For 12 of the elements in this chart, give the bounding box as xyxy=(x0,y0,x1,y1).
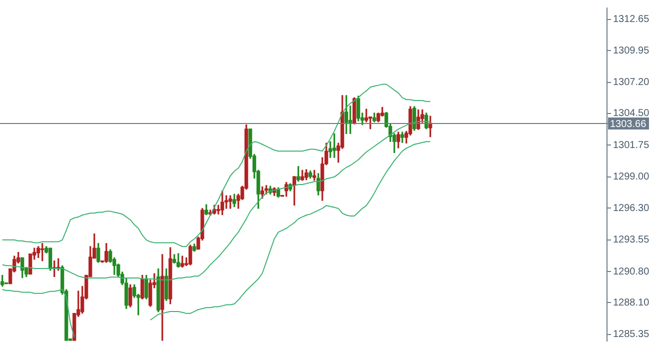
y-tick-label: 1288.10 xyxy=(613,297,650,308)
y-tick-label: 1290.80 xyxy=(613,266,650,278)
y-tick-label: 1285.35 xyxy=(613,329,650,340)
y-tick-label: 1312.65 xyxy=(613,14,650,26)
y-tick-label: 1296.30 xyxy=(613,202,650,214)
y-tick-label: 1304.50 xyxy=(613,108,650,120)
y-tick-label: 1299.00 xyxy=(613,172,650,183)
y-tick-label: 1293.55 xyxy=(613,234,650,246)
y-tick-label: 1309.95 xyxy=(613,45,650,56)
y-tick-label: 1301.75 xyxy=(613,140,650,151)
ref-line-label: 1303.66 xyxy=(610,118,647,130)
y-tick-label: 1307.20 xyxy=(613,77,650,88)
